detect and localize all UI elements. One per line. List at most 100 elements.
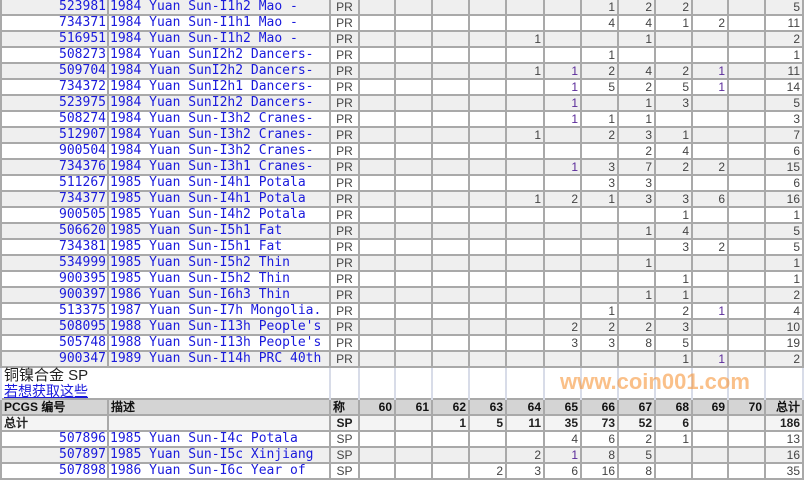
grade-count-68[interactable]: 3 (654, 94, 693, 112)
grade-count-68[interactable]: 4 (654, 222, 693, 240)
description-link[interactable]: 1984 Yuan SunI2h2 Dancers- (107, 46, 331, 64)
grade-count-66[interactable]: 2 (580, 318, 619, 336)
grade-count-64[interactable]: 2 (505, 446, 545, 464)
grade-count-69[interactable]: 1 (691, 302, 729, 320)
grade-count-67[interactable]: 1 (617, 30, 656, 48)
description-link[interactable]: 1984 Yuan Sun-I3h2 Cranes- (107, 110, 331, 128)
pcgs-number-link[interactable]: 734377 (0, 190, 109, 208)
grade-count-68[interactable]: 3 (654, 190, 693, 208)
pcgs-number-link[interactable]: 507897 (0, 446, 109, 464)
grade-count-68[interactable]: 1 (654, 14, 693, 32)
description-link[interactable]: 1984 Yuan Sun-I1h1 Mao - (107, 14, 331, 32)
grade-count-67[interactable]: 1 (617, 254, 656, 272)
grade-count-64[interactable]: 1 (505, 62, 545, 80)
grade-count-64[interactable]: 1 (505, 190, 545, 208)
grade-count-65[interactable]: 1 (543, 158, 582, 176)
description-link[interactable]: 1985 Yuan Sun-I4h1 Potala (107, 174, 331, 192)
description-link[interactable]: 1986 Yuan Sun-I6h3 Thin (107, 286, 331, 304)
grade-count-68[interactable]: 2 (654, 62, 693, 80)
grade-count-66[interactable]: 1 (580, 302, 619, 320)
grade-count-68[interactable]: 5 (654, 78, 693, 96)
header-grade-61[interactable]: 61 (394, 398, 433, 416)
grade-count-67[interactable]: 4 (617, 14, 656, 32)
pcgs-number-link[interactable]: 512907 (0, 126, 109, 144)
pcgs-number-link[interactable]: 508273 (0, 46, 109, 64)
grade-count-65[interactable]: 1 (543, 94, 582, 112)
description-link[interactable]: 1985 Yuan Sun-I4c Potala (107, 430, 331, 448)
header-pcgs-number[interactable]: PCGS 编号 (0, 398, 109, 416)
header-grade-64[interactable]: 64 (505, 398, 545, 416)
grade-count-66[interactable]: 3 (580, 334, 619, 352)
grade-count-67[interactable]: 3 (617, 126, 656, 144)
grade-count-67[interactable]: 2 (617, 78, 656, 96)
grade-count-67[interactable]: 7 (617, 158, 656, 176)
grade-count-65[interactable]: 3 (543, 334, 582, 352)
grade-count-67[interactable]: 2 (617, 0, 656, 16)
pcgs-number-link[interactable]: 509704 (0, 62, 109, 80)
grade-count-66[interactable]: 1 (580, 110, 619, 128)
header-grade-63[interactable]: 63 (468, 398, 507, 416)
grade-count-68[interactable]: 1 (654, 206, 693, 224)
description-link[interactable]: 1988 Yuan Sun-I13h People's (107, 334, 331, 352)
header-grade-67[interactable]: 67 (617, 398, 656, 416)
pcgs-number-link[interactable]: 507898 (0, 462, 109, 480)
pcgs-number-link[interactable]: 900397 (0, 286, 109, 304)
grade-count-65[interactable]: 1 (543, 110, 582, 128)
pcgs-number-link[interactable]: 506620 (0, 222, 109, 240)
grade-count-65[interactable]: 1 (543, 78, 582, 96)
description-link[interactable]: 1985 Yuan Sun-I4h1 Potala (107, 190, 331, 208)
pcgs-number-link[interactable]: 513375 (0, 302, 109, 320)
grade-count-66[interactable]: 2 (580, 62, 619, 80)
grade-count-69[interactable]: 1 (691, 62, 729, 80)
grade-count-63[interactable]: 2 (468, 462, 507, 480)
description-link[interactable]: 1985 Yuan Sun-I4h2 Potala (107, 206, 331, 224)
grade-count-64[interactable]: 1 (505, 30, 545, 48)
grade-count-65[interactable]: 6 (543, 462, 582, 480)
header-total[interactable]: 总计 (764, 398, 804, 416)
grade-count-69[interactable]: 1 (691, 78, 729, 96)
pcgs-number-link[interactable]: 511267 (0, 174, 109, 192)
header-grade-65[interactable]: 65 (543, 398, 582, 416)
grade-count-66[interactable]: 16 (580, 462, 619, 480)
grade-count-67[interactable]: 1 (617, 222, 656, 240)
grade-count-67[interactable]: 1 (617, 110, 656, 128)
header-grade-69[interactable]: 69 (691, 398, 729, 416)
header-grade-62[interactable]: 62 (431, 398, 470, 416)
pcgs-number-link[interactable]: 734381 (0, 238, 109, 256)
pcgs-number-link[interactable]: 523981 (0, 0, 109, 16)
pcgs-number-link[interactable]: 900504 (0, 142, 109, 160)
grade-count-68[interactable]: 1 (654, 430, 693, 448)
grade-count-67[interactable]: 1 (617, 286, 656, 304)
grade-count-64[interactable]: 1 (505, 126, 545, 144)
grade-count-66[interactable]: 3 (580, 158, 619, 176)
get-these-link[interactable]: 若想获取这些 (0, 383, 331, 399)
pcgs-number-link[interactable]: 507896 (0, 430, 109, 448)
pcgs-number-link[interactable]: 734376 (0, 158, 109, 176)
description-link[interactable]: 1985 Yuan Sun-I5h1 Fat (107, 238, 331, 256)
description-link[interactable]: 1984 Yuan SunI2h2 Dancers- (107, 62, 331, 80)
grade-count-68[interactable]: 1 (654, 286, 693, 304)
grade-count-66[interactable]: 5 (580, 78, 619, 96)
header-designation[interactable]: 称 (329, 398, 360, 416)
header-description[interactable]: 描述 (107, 398, 331, 416)
grade-count-68[interactable]: 4 (654, 142, 693, 160)
description-link[interactable]: 1984 Yuan Sun-I3h1 Cranes- (107, 158, 331, 176)
header-grade-70[interactable]: 70 (727, 398, 766, 416)
header-grade-68[interactable]: 68 (654, 398, 693, 416)
pcgs-number-link[interactable]: 534999 (0, 254, 109, 272)
grade-count-65[interactable]: 4 (543, 430, 582, 448)
description-link[interactable]: 1985 Yuan Sun-I5c Xinjiang (107, 446, 331, 464)
grade-count-65[interactable]: 2 (543, 190, 582, 208)
description-link[interactable]: 1989 Yuan Sun-I14h PRC 40th (107, 350, 331, 368)
grade-count-67[interactable]: 2 (617, 318, 656, 336)
grade-count-68[interactable]: 2 (654, 302, 693, 320)
grade-count-65[interactable]: 1 (543, 446, 582, 464)
description-link[interactable]: 1985 Yuan Sun-I5h1 Fat (107, 222, 331, 240)
grade-count-65[interactable]: 2 (543, 318, 582, 336)
pcgs-number-link[interactable]: 734371 (0, 14, 109, 32)
pcgs-number-link[interactable]: 508095 (0, 318, 109, 336)
grade-count-68[interactable]: 2 (654, 0, 693, 16)
grade-count-67[interactable]: 2 (617, 430, 656, 448)
grade-count-69[interactable]: 2 (691, 14, 729, 32)
grade-count-66[interactable]: 2 (580, 126, 619, 144)
